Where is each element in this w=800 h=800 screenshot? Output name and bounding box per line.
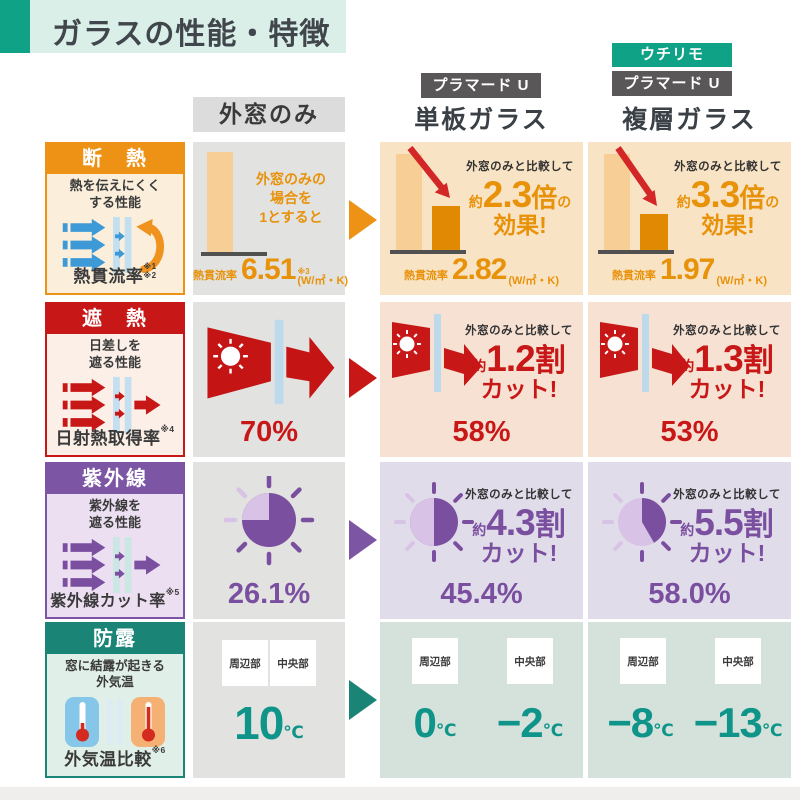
edge-label-box: 周辺部 [222,640,268,686]
dew-desc: 窓に結露が起きる 外気温 [65,659,165,690]
uv-pie-sun-icon [223,476,315,566]
insulation-base-cell: 外窓のみの 場合を 1とすると 熱貫流率 6.51 ※3 (W/㎡・K) [193,142,349,295]
insulation-double-cell: 外窓のみと比較して 約3.3倍の 効果! 熱貫流率 1.97 (W/㎡・K) [588,142,791,295]
uv-single-cell: 外窓のみと比較して 約4.3割 カット! 45.4% [380,462,583,619]
bar-baseline [598,250,674,254]
shade-double-value: 53% [660,416,719,448]
insulation-label-card: 断 熱 熱を伝えにくく する性能 [45,142,185,295]
dew-base-labels: 周辺部 中央部 [222,640,316,686]
dew-double-center-temp: −13 ℃ [693,699,783,746]
uv-desc: 紫外線を 遮る性能 [88,498,141,530]
shade-double-cell: 外窓のみと比較して 約1.3割 カット! 53% [588,302,791,457]
insulation-heat-arrows-icon [47,215,183,275]
short-bar [640,214,668,250]
bar-baseline [201,252,267,256]
uv-double-cell: 外窓のみと比較して 約5.5割 カット! 58.0% [588,462,791,619]
brand-badge-single: プラマード U [421,73,541,98]
dew-double-cell: 周辺部 中央部 −8 ℃ −13 ℃ [588,622,791,778]
flow-arrow-dew [349,680,377,720]
uv-metric-label: 紫外線カット率※5 [50,587,180,610]
dew-single-cell: 周辺部 中央部 0 ℃ −2 ℃ [380,622,583,778]
uv-pie-sun-icon [394,482,474,562]
flow-arrow-uv [349,520,377,560]
dew-base-cell: 周辺部 中央部 10 ℃ [193,622,345,778]
shade-desc: 日差しを 遮る性能 [88,338,141,370]
drop-arrow-icon [615,146,657,206]
uv-title: 紫外線 [47,464,183,494]
shade-single-compare: 外窓のみと比較して 約1.2割 カット! [465,325,573,402]
page-title: ガラスの性能・特徴 [52,18,331,51]
bar-baseline [390,250,466,254]
dew-double-edge-temp: −8 ℃ [607,699,674,746]
shade-metric-label: 日射熱取得率※4 [55,424,175,448]
bottom-strip [0,787,800,800]
sun-cut-icon [600,314,690,392]
shade-single-cell: 外窓のみと比較して 約1.2割 カット! 58% [380,302,583,457]
shade-base-cell: 70% [193,302,345,457]
u-value-base: 熱貫流率 6.51 ※3 (W/㎡・K) [193,253,349,287]
shade-double-compare: 外窓のみと比較して 約1.3割 カット! [673,325,781,402]
center-label-box: 中央部 [270,640,316,686]
center-label-box: 中央部 [507,638,553,684]
tall-bar [396,154,422,250]
title-band [0,0,346,53]
series-badge-double: ウチリモ [612,43,732,67]
uv-label-card: 紫外線 紫外線を 遮る性能 紫外線カット率※5 [45,462,185,619]
insulation-single-cell: 外窓のみと比較して 約2.3倍の 効果! 熱貫流率 2.82 (W/㎡・K) [380,142,583,295]
uv-base-value: 26.1% [227,578,311,610]
drop-arrow-icon [407,146,450,198]
dew-title: 防露 [47,624,183,654]
uv-pie-sun-icon [602,482,682,562]
insulation-title: 断 熱 [47,144,183,174]
insulation-metric-notes: ※1 ※2 [143,262,157,281]
flow-arrow-insulation [349,200,377,240]
tall-bar [604,154,630,250]
edge-label-box: 周辺部 [620,638,666,684]
column-header-double: 複層ガラス [622,106,757,134]
insulation-double-compare: 外窓のみと比較して 約3.3倍の 効果! [674,161,782,238]
uv-single-value: 45.4% [440,578,523,610]
shade-single-value: 58% [452,416,511,448]
u-value-single: 熱貫流率 2.82 (W/㎡・K) [403,253,560,287]
insulation-single-compare: 外窓のみと比較して 約2.3倍の 効果! [466,161,574,238]
dew-metric-label: 外気温比較※6 [64,745,166,769]
short-bar [432,206,460,250]
brand-badge-double: プラマード U [612,71,732,96]
base-bar [207,152,233,252]
sun-through-glass-icon [207,319,335,405]
title-accent-block [0,0,30,53]
shade-sun-arrows-icon [47,375,183,435]
edge-label-box: 周辺部 [412,638,458,684]
sun-cut-icon [392,314,482,392]
dew-label-card: 防露 窓に結露が起きる 外気温 外気温比較※6 [45,622,185,778]
column-header-base: 外窓のみ [193,97,345,132]
dew-base-temp: 10 ℃ [234,697,304,749]
uv-single-compare: 外窓のみと比較して 約4.3割 カット! [465,489,573,566]
insulation-desc: 熱を伝えにくく する性能 [69,178,161,210]
dew-thermometers-icon [47,694,183,750]
insulation-metric-label: 熱貫流率※1 ※2 [73,262,157,286]
center-label-box: 中央部 [715,638,761,684]
shade-label-card: 遮 熱 日差しを 遮る性能 日射熱取得率※4 [45,302,185,457]
dew-single-center-temp: −2 ℃ [496,699,564,746]
dew-single-edge-temp: 0 ℃ [413,699,457,746]
u-value-double: 熱貫流率 1.97 (W/㎡・K) [611,253,768,287]
uv-double-value: 58.0% [648,578,731,610]
uv-base-cell: 26.1% [193,462,345,619]
uv-arrows-icon [47,535,183,595]
column-header-single: 単板ガラス [414,106,549,134]
base-note: 外窓のみの 場合を 1とすると [256,171,326,225]
flow-arrow-shade [349,358,377,398]
shade-base-value: 70% [239,416,299,448]
shade-title: 遮 熱 [47,304,183,334]
uv-double-compare: 外窓のみと比較して 約5.5割 カット! [673,489,781,566]
